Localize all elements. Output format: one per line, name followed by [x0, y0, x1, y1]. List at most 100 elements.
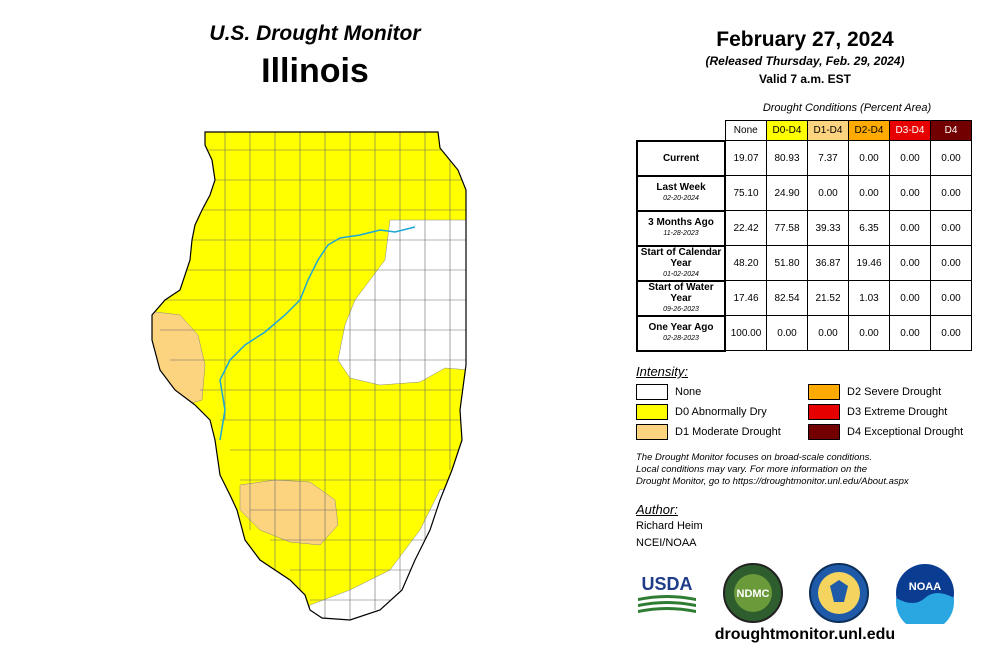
table-cell: 77.58 [766, 210, 808, 246]
legend-label: None [675, 386, 702, 398]
table-cell: 19.07 [724, 140, 767, 176]
row-date: 02-28-2023 [663, 335, 699, 342]
table-cell: 22.42 [724, 210, 767, 246]
table-cell: 0.00 [930, 210, 972, 246]
legend-item: D4 Exceptional Drought [808, 424, 963, 440]
svg-text:USDA: USDA [641, 574, 692, 594]
legend-item: D2 Severe Drought [808, 384, 941, 400]
none-area-east [337, 219, 466, 386]
map-date: February 27, 2024 [716, 28, 894, 51]
row-label-cell: Start of Calendar Year 01-02-2024 [636, 244, 726, 282]
table-cell: 39.33 [807, 210, 849, 246]
legend-label: D0 Abnormally Dry [675, 406, 767, 418]
row-label-cell: One Year Ago 02-28-2023 [636, 314, 726, 352]
table-row: One Year Ago 02-28-2023 100.00 0.00 0.00 0.00… [636, 314, 972, 352]
svg-text:NOAA: NOAA [909, 581, 941, 593]
table-cell: 0.00 [889, 280, 931, 316]
column-header: D0-D4 [766, 120, 808, 141]
row-label-cell: 3 Months Ago 11-28-2023 [636, 209, 726, 247]
table-cell: 0.00 [848, 140, 890, 176]
legend-label: D4 Exceptional Drought [847, 426, 964, 438]
table-cell: 0.00 [889, 175, 931, 211]
noaa-logo: NOAA [896, 564, 954, 624]
table-cell: 0.00 [930, 315, 972, 351]
legend-swatch [808, 424, 840, 440]
valid-time: Valid 7 a.m. EST [758, 72, 852, 86]
illinois-drought-map [140, 110, 500, 640]
illinois-river [219, 226, 416, 441]
table-cell: 7.37 [807, 140, 849, 176]
table-row: Start of Water Year 09-26-2023 17.46 82.54 2… [636, 279, 972, 317]
table-cell: 0.00 [807, 315, 849, 351]
map-svg [151, 131, 467, 621]
map-header-title: U.S. Drought Monitor [209, 22, 421, 45]
column-header: D3-D4 [889, 120, 931, 141]
row-label: Current [662, 152, 700, 164]
website-url[interactable]: droughtmonitor.unl.edu [714, 626, 896, 643]
table-cell: 80.93 [766, 140, 808, 176]
d1-area-west [152, 309, 206, 406]
usda-logo: USDA [638, 574, 696, 613]
author-title: Author: [636, 502, 678, 517]
table-cell: 17.46 [724, 280, 767, 316]
legend-label: D3 Extreme Drought [847, 406, 948, 418]
row-label-cell: Last Week 02-20-2024 [636, 174, 726, 212]
commerce-seal [809, 563, 869, 623]
table-caption: Drought Conditions (Percent Area) [762, 102, 932, 114]
table-cell: 51.80 [766, 245, 808, 281]
table-cell: 0.00 [889, 245, 931, 281]
drought-conditions-table: None D0-D4 D1-D4 D2-D4 D3-D4 D4 Current 19.07 80… [636, 120, 972, 352]
legend-swatch [808, 384, 840, 400]
legend-item: D3 Extreme Drought [808, 404, 947, 420]
column-header: D1-D4 [807, 120, 849, 141]
note-line: Drought Monitor, go to https://droughtmo… [636, 476, 909, 487]
table-cell: 48.20 [724, 245, 767, 281]
ndmc-logo: NDMC [723, 563, 783, 623]
legend-item: D0 Abnormally Dry [636, 404, 767, 420]
table-cell: 19.46 [848, 245, 890, 281]
row-label-cell: Start of Water Year 09-26-2023 [636, 279, 726, 317]
table-cell: 6.35 [848, 210, 890, 246]
table-cell: 100.00 [724, 315, 767, 351]
legend-swatch [808, 404, 840, 420]
note-line: The Drought Monitor focuses on broad-sca… [636, 452, 873, 463]
legend-swatch [636, 424, 668, 440]
table-cell: 0.00 [889, 140, 931, 176]
legend-label: D1 Moderate Drought [675, 426, 781, 438]
column-header: None [724, 120, 767, 141]
county-lines [160, 132, 466, 620]
table-cell: 0.00 [848, 175, 890, 211]
state-title: Illinois [261, 52, 369, 90]
table-cell: 0.00 [930, 245, 972, 281]
table-cell: 1.03 [848, 280, 890, 316]
state-border [151, 131, 467, 621]
table-row: Current 19.07 80.93 7.37 0.00 0.00 0.00 [636, 139, 972, 177]
svg-text:NDMC: NDMC [737, 588, 770, 600]
table-row: 3 Months Ago 11-28-2023 22.42 77.58 39.33 6.3… [636, 209, 972, 247]
legend-item: D1 Moderate Drought [636, 424, 781, 440]
header-blank-cell [637, 121, 725, 141]
row-label-cell: Current [636, 139, 726, 177]
legend-swatch [636, 384, 668, 400]
table-cell: 0.00 [930, 175, 972, 211]
row-label: 3 Months Ago [648, 217, 714, 228]
table-cell: 0.00 [930, 140, 972, 176]
author-name: Richard Heim [636, 520, 703, 532]
row-date: 02-20-2024 [663, 195, 699, 202]
row-label: Start of Water Year [648, 281, 714, 304]
table-cell: 24.90 [766, 175, 808, 211]
row-label: Start of Calendar Year [640, 246, 722, 269]
row-date: 09-26-2023 [663, 305, 699, 313]
row-date: 01-02-2024 [663, 270, 699, 278]
note-line: Local conditions may vary. For more info… [636, 464, 868, 475]
table-cell: 82.54 [766, 280, 808, 316]
legend-title: Intensity: [636, 364, 689, 379]
legend-item: None [636, 384, 701, 400]
table-cell: 0.00 [766, 315, 808, 351]
disclaimer-note: The Drought Monitor focuses on broad-sca… [636, 452, 986, 488]
table-cell: 21.52 [807, 280, 849, 316]
row-date: 11-28-2023 [663, 230, 699, 237]
column-header: D2-D4 [848, 120, 890, 141]
table-cell: 0.00 [807, 175, 849, 211]
table-cell: 75.10 [724, 175, 767, 211]
